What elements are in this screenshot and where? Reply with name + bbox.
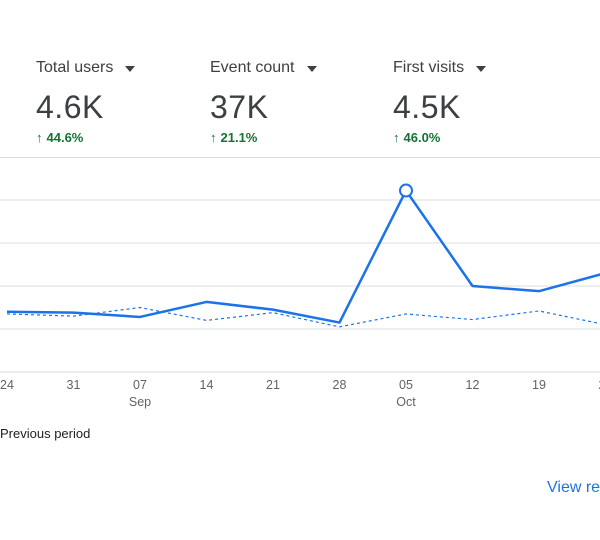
- metric-label-row: Total users: [36, 56, 186, 80]
- x-tick-label: 12: [466, 378, 480, 392]
- metric-total-users[interactable]: Total users 4.6K ↑ 44.6%: [36, 56, 186, 156]
- metric-change-value: 46.0%: [403, 130, 441, 145]
- metric-change: ↑ 21.1%: [210, 130, 360, 145]
- metric-change: ↑ 44.6%: [36, 130, 186, 145]
- line-chart[interactable]: 2431071421280512192602SepOctNov: [0, 0, 600, 420]
- chart-top-divider: [0, 157, 600, 158]
- metric-value: 4.5K: [393, 89, 461, 125]
- metric-label: Total users: [36, 59, 114, 76]
- current-period-line: [6, 189, 600, 324]
- metric-label: First visits: [393, 59, 465, 76]
- metric-label-row: First visits: [393, 56, 543, 80]
- view-report-link[interactable]: View re: [547, 479, 600, 496]
- previous-period-line: [6, 306, 600, 328]
- highlight-point: [399, 183, 413, 198]
- caret-down-icon[interactable]: [125, 66, 136, 72]
- metric-label-row: Event count: [210, 56, 360, 80]
- arrow-up-icon: ↑: [36, 130, 43, 145]
- metric-change-value: 44.6%: [46, 130, 84, 145]
- caret-down-icon[interactable]: [306, 66, 317, 72]
- x-tick-label: 31: [67, 378, 81, 392]
- x-month-label: Oct: [396, 395, 416, 409]
- x-month-label: Sep: [129, 395, 151, 409]
- x-tick-label: 21: [266, 378, 280, 392]
- metric-event-count[interactable]: Event count 37K ↑ 21.1%: [210, 56, 360, 156]
- metric-value: 37K: [210, 89, 269, 125]
- metric-change: ↑ 46.0%: [393, 130, 543, 145]
- legend-previous-period[interactable]: Previous period: [0, 426, 91, 441]
- x-tick-label: 19: [532, 378, 546, 392]
- x-tick-label: 05: [399, 378, 413, 392]
- x-tick-label: 24: [0, 378, 14, 392]
- arrow-up-icon: ↑: [393, 130, 400, 145]
- arrow-up-icon: ↑: [210, 130, 217, 145]
- x-tick-label: 07: [133, 378, 147, 392]
- caret-down-icon[interactable]: [476, 66, 487, 72]
- metric-first-visits[interactable]: First visits 4.5K ↑ 46.0%: [393, 56, 543, 156]
- x-tick-label: 28: [333, 378, 347, 392]
- x-tick-label: 26: [599, 378, 600, 392]
- x-tick-label: 14: [200, 378, 214, 392]
- metric-label: Event count: [210, 59, 295, 76]
- metric-change-value: 21.1%: [220, 130, 258, 145]
- metric-value: 4.6K: [36, 89, 104, 125]
